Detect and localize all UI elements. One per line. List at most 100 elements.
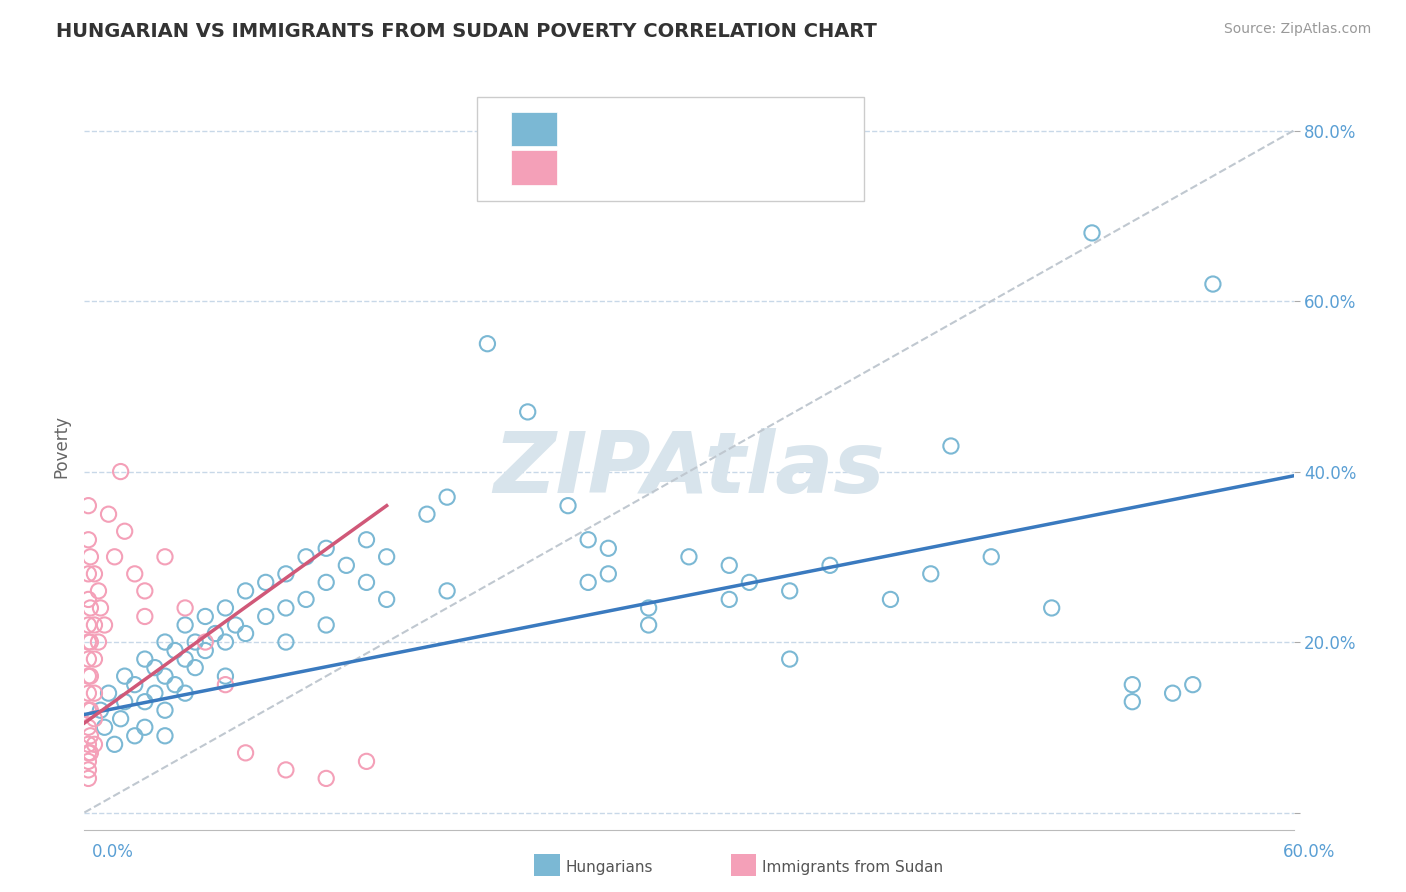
Text: N = 57: N = 57: [713, 120, 776, 138]
Point: [356, 533, 378, 547]
Point: [225, 618, 247, 632]
Point: [274, 635, 297, 649]
Point: [153, 703, 176, 717]
Point: [153, 669, 176, 683]
Point: [235, 626, 257, 640]
Point: [83, 652, 105, 666]
Text: R = 0.427: R = 0.427: [574, 120, 665, 138]
Text: 0.0%: 0.0%: [91, 843, 134, 861]
Y-axis label: Poverty: Poverty: [52, 415, 70, 477]
Point: [184, 635, 207, 649]
Point: [1161, 686, 1184, 700]
Point: [576, 575, 599, 590]
Point: [254, 575, 277, 590]
Point: [134, 583, 156, 598]
Text: 60.0%: 60.0%: [1284, 843, 1336, 861]
Point: [598, 566, 620, 581]
Point: [678, 549, 700, 564]
Point: [77, 499, 100, 513]
Point: [416, 507, 439, 521]
Point: [79, 601, 101, 615]
Point: [939, 439, 962, 453]
Point: [77, 720, 100, 734]
Point: [194, 609, 217, 624]
Point: [79, 703, 101, 717]
Point: [356, 575, 378, 590]
Point: [110, 712, 132, 726]
Point: [89, 703, 111, 717]
Point: [93, 618, 115, 632]
Point: [254, 609, 277, 624]
Point: [598, 541, 620, 556]
Point: [315, 772, 337, 786]
Point: [214, 669, 236, 683]
Point: [77, 703, 100, 717]
Point: [980, 549, 1002, 564]
Point: [134, 720, 156, 734]
Point: [134, 695, 156, 709]
Point: [194, 635, 217, 649]
Point: [79, 549, 101, 564]
Point: [214, 635, 236, 649]
Point: [77, 763, 100, 777]
Point: [83, 566, 105, 581]
Text: ZIPAtlas: ZIPAtlas: [494, 427, 884, 510]
Point: [174, 601, 197, 615]
Point: [79, 669, 101, 683]
Point: [77, 635, 100, 649]
Point: [77, 746, 100, 760]
Point: [124, 678, 146, 692]
Point: [89, 601, 111, 615]
Point: [114, 669, 136, 683]
Point: [295, 549, 318, 564]
Point: [335, 558, 357, 573]
Point: [87, 635, 110, 649]
Point: [104, 737, 127, 751]
Point: [637, 618, 659, 632]
Point: [718, 592, 741, 607]
Point: [174, 618, 197, 632]
Point: [165, 643, 187, 657]
Point: [204, 626, 226, 640]
Point: [83, 712, 105, 726]
Text: Source: ZipAtlas.com: Source: ZipAtlas.com: [1223, 22, 1371, 37]
Point: [879, 592, 901, 607]
Point: [110, 465, 132, 479]
Point: [77, 755, 100, 769]
Point: [153, 635, 176, 649]
Point: [77, 618, 100, 632]
Point: [77, 686, 100, 700]
Point: [1121, 695, 1143, 709]
Point: [214, 601, 236, 615]
Point: [77, 592, 100, 607]
Point: [165, 678, 187, 692]
Point: [153, 729, 176, 743]
Point: [174, 652, 197, 666]
Point: [79, 746, 101, 760]
Point: [143, 686, 166, 700]
Text: Hungarians: Hungarians: [565, 860, 652, 874]
Point: [1081, 226, 1104, 240]
Point: [557, 499, 579, 513]
Point: [375, 592, 398, 607]
Point: [274, 601, 297, 615]
Point: [77, 652, 100, 666]
Point: [516, 405, 538, 419]
Point: [818, 558, 841, 573]
Point: [1121, 678, 1143, 692]
Point: [274, 566, 297, 581]
Point: [97, 686, 120, 700]
Point: [779, 583, 801, 598]
Point: [477, 336, 499, 351]
Point: [315, 618, 337, 632]
Point: [315, 575, 337, 590]
Point: [194, 643, 217, 657]
Point: [79, 635, 101, 649]
Point: [153, 549, 176, 564]
Point: [718, 558, 741, 573]
Point: [436, 490, 458, 504]
Point: [295, 592, 318, 607]
Point: [77, 566, 100, 581]
Point: [375, 549, 398, 564]
Point: [143, 660, 166, 674]
